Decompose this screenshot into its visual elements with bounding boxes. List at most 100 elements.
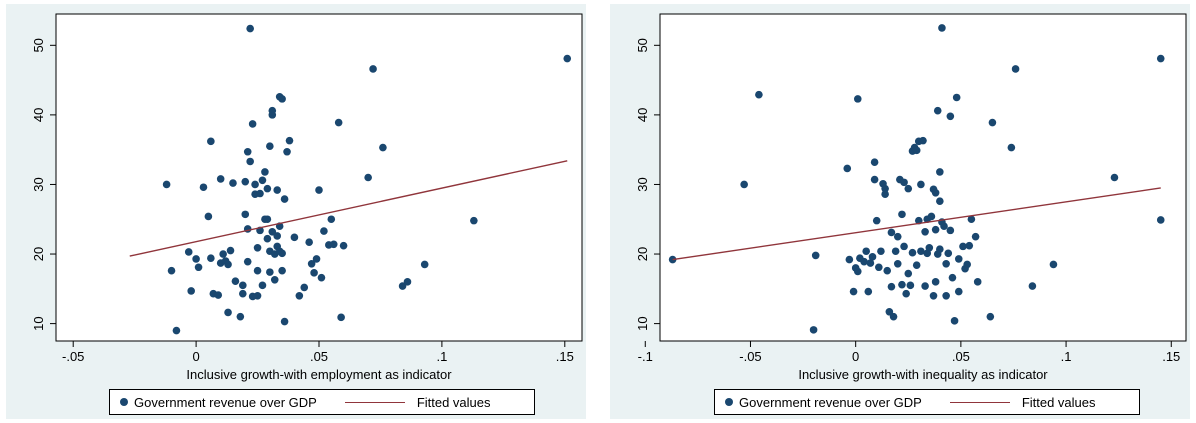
x-tick-label: 0 [192,349,199,364]
data-point [877,247,885,256]
x-axis-label: Inclusive growth-with inequality as indi… [798,367,1048,382]
y-tick-label: 30 [635,177,650,191]
data-point [933,106,942,115]
x-tick-label: -.1 [638,349,653,364]
data-point [940,222,948,231]
data-point [755,90,763,99]
data-point [283,147,291,156]
data-point [954,287,963,296]
data-point [864,287,873,296]
data-point [273,232,282,240]
data-point [870,158,879,166]
data-point [1049,260,1058,269]
x-tick-label: .05 [952,349,970,364]
data-point [246,24,254,33]
data-point [965,241,974,250]
legend-label-fit: Fitted values [416,394,491,410]
data-point [241,177,250,186]
data-point [231,277,240,285]
data-point [925,243,934,252]
scatter-chart-left: -.05 0 .05 .1 .15 10 20 30 40 50 Inclusive growth-… [31,13,583,382]
data-point [278,249,286,258]
data-point [870,175,879,184]
x-tick-label: -.05 [739,349,761,364]
data-point [900,178,908,187]
data-point [921,227,929,236]
legend-line-icon [949,401,1010,403]
data-point [248,120,257,128]
data-point [261,168,269,176]
y-tick-label: 10 [31,316,46,330]
y-tick-label: 40 [31,108,46,122]
legend-label-fit: Fitted values [1021,394,1096,410]
data-point [337,313,345,322]
data-point [194,263,203,272]
data-point [938,24,946,32]
data-point [278,266,286,275]
data-point [334,118,343,127]
data-point [893,259,902,268]
y-tick-label: 30 [31,177,46,191]
data-point [563,54,572,63]
data-point [936,168,944,176]
data-point [266,268,274,276]
data-point [944,249,953,258]
data-point [881,184,889,193]
data-point [1011,65,1020,73]
data-point [1156,54,1165,63]
data-point [946,226,955,235]
data-point [942,291,950,300]
data-point [906,281,915,290]
data-point [285,136,294,145]
data-point [224,308,232,317]
data-point [1110,173,1119,182]
data-point [866,259,875,267]
data-point [307,259,316,268]
data-point [1007,143,1016,152]
data-point [207,137,215,146]
data-point [954,255,963,263]
data-point [263,234,272,243]
data-point [246,157,254,166]
data-point [853,267,862,276]
data-point [470,216,478,225]
data-point [241,210,250,219]
data-point [986,312,995,321]
data-point [226,246,235,255]
y-tick-label: 20 [31,247,46,261]
data-point [243,147,252,156]
x-tick-label: .05 [310,349,328,364]
x-tick-label: -.05 [62,349,84,364]
data-point [339,241,348,250]
data-point [843,164,852,173]
data-point [875,263,883,272]
data-point [921,282,929,290]
data-point [312,255,321,263]
data-point [327,215,336,224]
data-point [1156,216,1165,224]
x-tick-label: .1 [436,349,447,364]
data-point [162,180,171,189]
data-point [310,269,318,277]
data-point [668,255,677,264]
data-point [912,146,921,155]
chart-panel-right: -.1 -.05 0 .05 .1 .15 10 20 30 40 50 Inclusive grow… [610,4,1190,419]
plot-area [659,13,1187,342]
data-point [946,112,955,121]
x-tick-label: .1 [1061,349,1072,364]
y-tick-label: 40 [635,108,650,122]
data-point [268,106,277,115]
data-point [948,273,957,282]
data-point [868,253,877,261]
data-point [329,240,338,249]
data-point [320,227,328,235]
data-point [187,287,195,295]
legend-marker-dot-icon [120,398,128,406]
data-point [192,255,200,263]
data-point [278,95,286,103]
data-point [887,282,896,291]
legend-marker-dot-icon [725,398,733,406]
data-point [950,317,959,325]
data-point [959,242,967,251]
data-point [229,179,237,187]
